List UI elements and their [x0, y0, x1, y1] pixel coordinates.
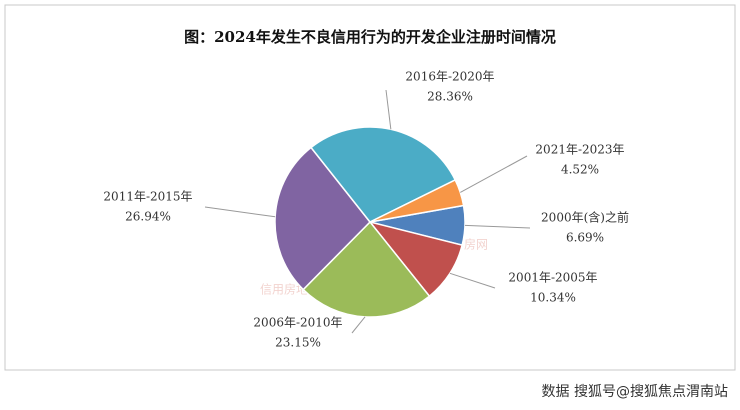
source-note: 数据 搜狐号@搜狐焦点渭南站: [542, 384, 728, 400]
leader-line: [351, 316, 366, 334]
value-label: 6.69%: [566, 231, 604, 245]
category-label: 2021年-2023年: [535, 143, 624, 157]
pie-slice: [309, 126, 457, 223]
category-label: 2011年-2015年: [103, 190, 192, 204]
leader-line: [385, 89, 392, 130]
value-label: 26.94%: [125, 210, 171, 224]
category-label: 2001年-2005年: [508, 271, 597, 285]
category-label: 2016年-2020年: [405, 70, 494, 84]
leader-line: [449, 272, 496, 289]
value-label: 4.52%: [561, 163, 599, 177]
value-label: 10.34%: [530, 291, 576, 305]
value-label: 23.15%: [275, 336, 321, 350]
category-label: 2006年-2010年: [253, 316, 342, 330]
pie-slice: [302, 220, 431, 318]
leader-line: [460, 155, 528, 193]
category-label: 2000年(含)之前: [541, 210, 629, 225]
value-label: 28.36%: [427, 90, 473, 104]
leader-line: [464, 224, 531, 229]
leader-line: [204, 206, 276, 218]
chart-title: 图：2024年发生不良信用行为的开发企业注册时间情况: [184, 28, 556, 46]
